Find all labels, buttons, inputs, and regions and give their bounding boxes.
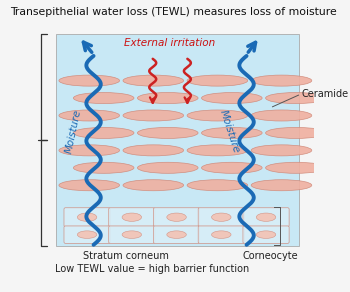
Ellipse shape <box>138 162 198 173</box>
Ellipse shape <box>187 180 248 191</box>
Ellipse shape <box>266 127 326 138</box>
Ellipse shape <box>123 180 184 191</box>
Ellipse shape <box>167 213 186 221</box>
Ellipse shape <box>59 180 120 191</box>
Ellipse shape <box>138 127 198 138</box>
Ellipse shape <box>256 213 276 221</box>
Ellipse shape <box>211 213 231 221</box>
FancyBboxPatch shape <box>198 226 244 243</box>
Ellipse shape <box>187 110 248 121</box>
Text: Transepithelial water loss (TEWL) measures loss of moisture: Transepithelial water loss (TEWL) measur… <box>9 7 336 17</box>
Ellipse shape <box>123 110 184 121</box>
Ellipse shape <box>77 231 97 238</box>
Ellipse shape <box>266 162 326 173</box>
Text: Stratum corneum: Stratum corneum <box>83 251 169 261</box>
Ellipse shape <box>202 127 262 138</box>
Text: Moisture: Moisture <box>218 109 241 154</box>
Ellipse shape <box>74 162 134 173</box>
Text: Ceramide: Ceramide <box>301 89 349 99</box>
Text: External irritation: External irritation <box>125 38 216 48</box>
Ellipse shape <box>122 231 141 238</box>
Text: Corneocyte: Corneocyte <box>243 251 299 261</box>
Text: Moisture: Moisture <box>64 108 83 154</box>
Bar <box>56 34 299 246</box>
FancyBboxPatch shape <box>153 208 200 227</box>
Ellipse shape <box>59 110 120 121</box>
Ellipse shape <box>123 75 184 86</box>
Ellipse shape <box>167 231 186 238</box>
Ellipse shape <box>266 93 326 104</box>
FancyBboxPatch shape <box>64 208 110 227</box>
Ellipse shape <box>251 75 312 86</box>
Ellipse shape <box>256 231 276 238</box>
FancyBboxPatch shape <box>198 208 244 227</box>
Text: Low TEWL value = high barrier function: Low TEWL value = high barrier function <box>55 264 249 274</box>
Ellipse shape <box>251 180 312 191</box>
FancyBboxPatch shape <box>64 226 110 243</box>
Ellipse shape <box>202 162 262 173</box>
Ellipse shape <box>251 145 312 156</box>
FancyBboxPatch shape <box>153 226 200 243</box>
Ellipse shape <box>123 145 184 156</box>
FancyBboxPatch shape <box>243 208 289 227</box>
FancyBboxPatch shape <box>109 208 155 227</box>
Ellipse shape <box>74 93 134 104</box>
Ellipse shape <box>187 75 248 86</box>
FancyBboxPatch shape <box>243 226 289 243</box>
Ellipse shape <box>211 231 231 238</box>
Ellipse shape <box>74 127 134 138</box>
Ellipse shape <box>138 93 198 104</box>
Ellipse shape <box>251 110 312 121</box>
FancyBboxPatch shape <box>109 226 155 243</box>
Ellipse shape <box>77 213 97 221</box>
Ellipse shape <box>59 75 120 86</box>
Ellipse shape <box>122 213 141 221</box>
Ellipse shape <box>59 145 120 156</box>
Ellipse shape <box>202 93 262 104</box>
Ellipse shape <box>187 145 248 156</box>
